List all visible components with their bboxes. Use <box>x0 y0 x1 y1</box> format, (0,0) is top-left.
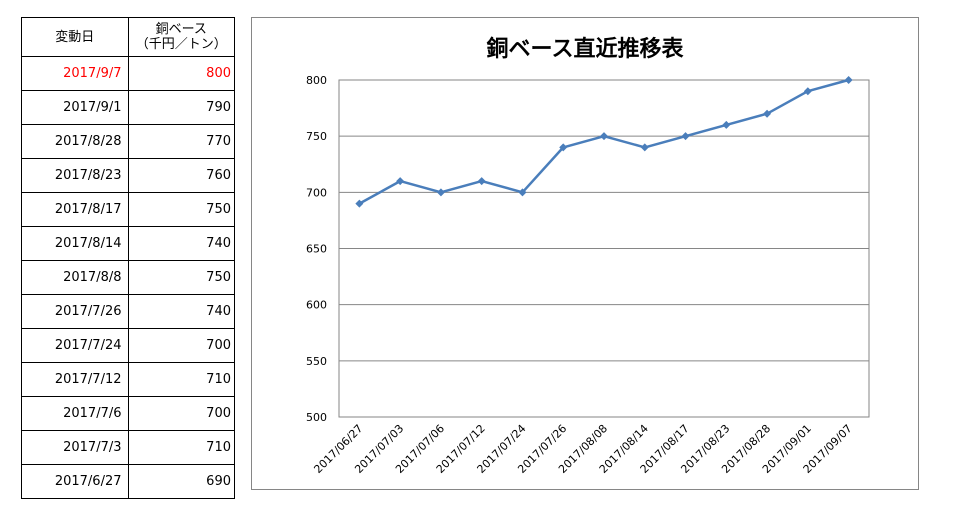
table-row: 2017/7/26 740 <box>21 294 235 329</box>
table-row: 2017/8/28 770 <box>21 124 235 159</box>
table-row: 2017/7/3 710 <box>21 430 235 465</box>
table-row: 2017/8/23 760 <box>21 158 235 193</box>
row-price: 710 <box>127 362 235 397</box>
header-price-line1: 銅ベース <box>155 22 207 37</box>
y-tick-label: 750 <box>306 130 327 143</box>
row-date: 2017/7/6 <box>21 396 129 431</box>
y-tick-label: 600 <box>306 299 327 312</box>
gridlines <box>339 79 869 418</box>
data-point <box>396 177 405 186</box>
row-date: 2017/7/12 <box>21 362 129 397</box>
chart-title: 銅ベース直近推移表 <box>487 36 685 62</box>
row-price: 740 <box>127 226 235 261</box>
table-row: 2017/8/8 750 <box>21 260 235 295</box>
data-point <box>722 120 731 129</box>
table-row: 2017/9/7 800 <box>21 56 235 91</box>
table-row: 2017/8/17 750 <box>21 192 235 227</box>
data-point <box>436 188 445 197</box>
y-tick-label: 800 <box>306 74 327 87</box>
row-date: 2017/7/26 <box>21 294 129 329</box>
row-date: 2017/8/8 <box>21 260 129 295</box>
data-point <box>559 143 568 152</box>
row-price: 770 <box>127 124 235 159</box>
data-point <box>518 188 527 197</box>
row-price: 750 <box>127 260 235 295</box>
table-row: 2017/7/12 710 <box>21 362 235 397</box>
row-price: 760 <box>127 158 235 193</box>
data-point <box>600 132 608 141</box>
header-price-line2: （千円／トン） <box>135 37 227 52</box>
series-markers <box>355 76 853 208</box>
y-tick-label: 650 <box>306 243 327 256</box>
table-row: 2017/7/24 700 <box>21 328 235 363</box>
row-date: 2017/6/27 <box>21 464 129 499</box>
y-tick-label: 550 <box>306 355 327 368</box>
y-axis-ticks: 500 550 600 650 700 750 800 <box>306 74 327 424</box>
row-date: 2017/7/3 <box>21 430 129 465</box>
table-row: 2017/6/27 690 <box>21 464 235 499</box>
data-point <box>681 132 690 141</box>
row-price: 700 <box>127 328 235 363</box>
header-date: 変動日 <box>21 17 129 57</box>
row-price: 710 <box>127 430 235 465</box>
y-tick-label: 700 <box>306 186 327 199</box>
data-point <box>844 76 853 84</box>
row-date: 2017/8/17 <box>21 192 129 227</box>
series-line <box>358 78 849 205</box>
row-date: 2017/8/14 <box>21 226 129 261</box>
y-tick-label: 500 <box>306 411 327 424</box>
data-point <box>763 109 772 118</box>
row-date: 2017/8/23 <box>21 158 129 193</box>
data-point <box>355 199 364 208</box>
table-row: 2017/8/14 740 <box>21 226 235 261</box>
table-row: 2017/7/6 700 <box>21 396 235 431</box>
row-price: 690 <box>127 464 235 499</box>
row-date: 2017/8/28 <box>21 124 129 159</box>
row-date: 2017/7/24 <box>21 328 129 363</box>
data-point <box>477 177 486 186</box>
row-date: 2017/9/1 <box>21 90 129 125</box>
table-header-row: 変動日 銅ベース （千円／トン） <box>21 17 235 57</box>
data-point <box>640 143 649 152</box>
row-price: 790 <box>127 90 235 125</box>
row-price: 740 <box>127 294 235 329</box>
table-row: 2017/9/1 790 <box>21 90 235 125</box>
price-table: 変動日 銅ベース （千円／トン） 2017/9/7 800 2017/9/1 790 2… <box>21 17 235 499</box>
row-price: 700 <box>127 396 235 431</box>
row-price: 750 <box>127 192 235 227</box>
data-point <box>803 87 812 96</box>
chart-area: 銅ベース直近推移表 500 550 600 650 700 750 800 2017/06/… <box>251 17 919 490</box>
row-price: 800 <box>127 56 235 91</box>
header-price: 銅ベース （千円／トン） <box>127 17 235 57</box>
row-date: 2017/9/7 <box>21 56 129 91</box>
line-chart: 銅ベース直近推移表 500 550 600 650 700 750 800 2017/06/… <box>306 36 870 476</box>
x-axis-ticks: 2017/06/272017/07/032017/07/062017/07/12… <box>311 422 854 476</box>
